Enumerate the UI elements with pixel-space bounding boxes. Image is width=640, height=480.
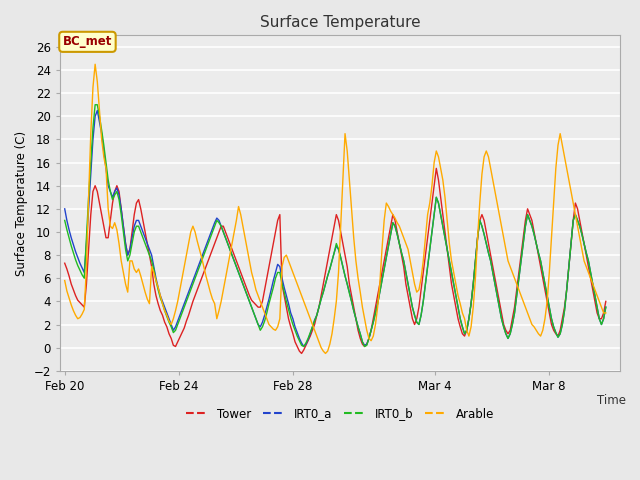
Y-axis label: Surface Temperature (C): Surface Temperature (C) [15,131,28,276]
Title: Surface Temperature: Surface Temperature [260,15,420,30]
Text: BC_met: BC_met [63,36,112,48]
Legend: Tower, IRT0_a, IRT0_b, Arable: Tower, IRT0_a, IRT0_b, Arable [181,403,499,425]
Text: Time: Time [596,394,626,407]
